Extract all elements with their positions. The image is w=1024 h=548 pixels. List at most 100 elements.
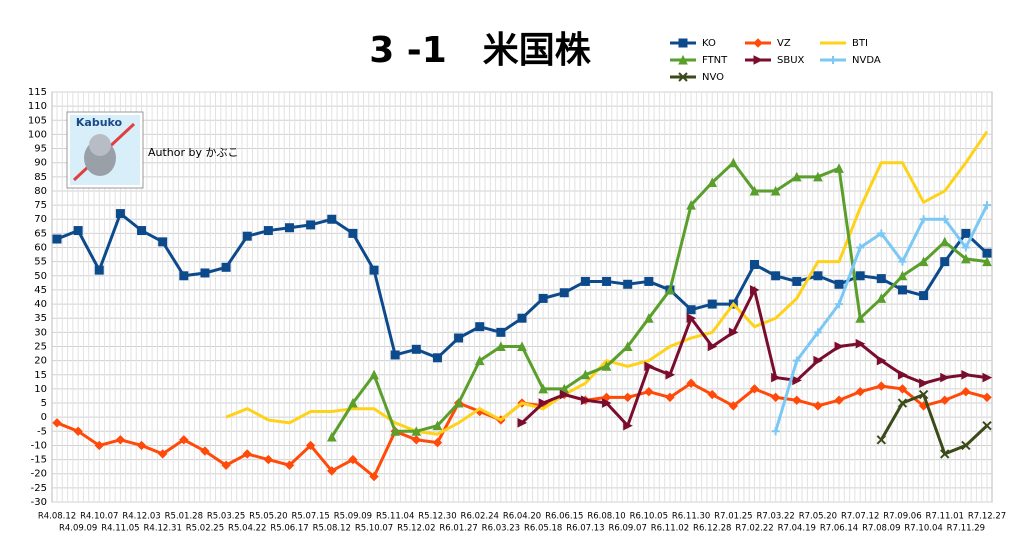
lines bbox=[52, 130, 993, 482]
marker bbox=[665, 284, 675, 295]
y-tick-label: 35 bbox=[34, 313, 47, 324]
marker bbox=[834, 395, 844, 405]
marker bbox=[369, 369, 379, 380]
marker bbox=[750, 259, 759, 269]
marker bbox=[538, 398, 549, 408]
logo-cat-head bbox=[89, 134, 111, 156]
marker bbox=[137, 226, 147, 236]
marker bbox=[115, 435, 126, 445]
marker bbox=[770, 392, 781, 403]
marker bbox=[622, 392, 633, 403]
legend: KO VZ BTI FTNT SBUX NVDA NVO bbox=[670, 38, 881, 83]
marker bbox=[580, 276, 590, 286]
marker bbox=[940, 395, 950, 405]
marker bbox=[940, 257, 950, 267]
marker bbox=[644, 276, 654, 286]
x-tick-label: R6.03.23 bbox=[482, 524, 520, 534]
x-tick-label: R6.12.28 bbox=[693, 524, 731, 534]
marker bbox=[940, 449, 950, 459]
y-tick-label: 80 bbox=[34, 186, 47, 197]
marker bbox=[855, 313, 865, 323]
marker bbox=[411, 435, 422, 445]
x-tick-label: R7.09.06 bbox=[883, 512, 921, 522]
marker bbox=[982, 392, 992, 403]
marker bbox=[876, 293, 887, 303]
x-tick-label: R5.05.20 bbox=[249, 512, 287, 522]
marker bbox=[157, 449, 168, 459]
marker bbox=[813, 401, 823, 411]
marker bbox=[432, 353, 442, 363]
y-tick-label: -15 bbox=[31, 455, 47, 466]
marker bbox=[411, 426, 422, 436]
marker bbox=[813, 328, 822, 337]
marker bbox=[939, 236, 950, 247]
x-tick-label: R7.10.04 bbox=[904, 524, 942, 534]
marker bbox=[707, 299, 717, 309]
marker bbox=[855, 387, 865, 397]
x-tick-label: R5.11.04 bbox=[376, 512, 414, 522]
marker bbox=[327, 214, 337, 224]
logo: Kabuko Author by かぶこ bbox=[66, 111, 239, 189]
y-tick-label: 75 bbox=[34, 200, 47, 211]
marker bbox=[961, 440, 971, 451]
y-tick-label: 50 bbox=[34, 271, 47, 282]
marker bbox=[961, 369, 971, 380]
marker bbox=[834, 279, 844, 289]
marker bbox=[813, 355, 824, 366]
marker bbox=[52, 234, 62, 244]
marker bbox=[644, 387, 654, 397]
marker bbox=[517, 313, 527, 323]
marker bbox=[454, 333, 464, 343]
marker bbox=[580, 395, 591, 406]
y-tick-label: -25 bbox=[31, 483, 47, 494]
x-tick-label: R5.12.30 bbox=[418, 512, 456, 522]
legend-label: NVO bbox=[702, 72, 724, 83]
marker bbox=[835, 300, 844, 309]
marker bbox=[348, 397, 358, 408]
marker bbox=[644, 361, 654, 372]
series bbox=[225, 130, 989, 436]
x-tick-label: R7.07.12 bbox=[841, 512, 879, 522]
marker bbox=[52, 418, 62, 428]
marker bbox=[602, 276, 612, 286]
marker bbox=[829, 56, 837, 64]
y-tick-label: 85 bbox=[34, 172, 47, 183]
marker bbox=[686, 199, 696, 210]
y-tick-label: 30 bbox=[34, 327, 47, 338]
marker bbox=[770, 185, 781, 196]
marker bbox=[897, 369, 908, 380]
marker bbox=[306, 220, 316, 230]
marker bbox=[369, 265, 379, 275]
x-tick-label: R6.11.02 bbox=[651, 524, 689, 534]
y-tick-label: 0 bbox=[41, 412, 47, 423]
marker bbox=[285, 223, 294, 233]
marker bbox=[136, 440, 147, 451]
marker bbox=[897, 285, 907, 295]
x-tick-label: R5.09.09 bbox=[334, 512, 372, 522]
marker bbox=[305, 440, 316, 451]
marker bbox=[327, 466, 337, 476]
marker bbox=[348, 228, 358, 238]
x-tick-label: R6.06.15 bbox=[545, 512, 583, 522]
series bbox=[326, 157, 992, 442]
x-tick-label: R7.06.14 bbox=[820, 524, 858, 534]
marker bbox=[601, 361, 612, 371]
legend-label: FTNT bbox=[702, 55, 728, 66]
y-tick-label: 10 bbox=[34, 384, 47, 395]
marker bbox=[665, 369, 676, 380]
x-tick-label: R4.09.09 bbox=[59, 524, 97, 534]
marker bbox=[369, 471, 379, 482]
marker bbox=[834, 163, 844, 173]
marker bbox=[961, 253, 971, 264]
series bbox=[52, 209, 992, 363]
marker bbox=[982, 372, 993, 383]
marker bbox=[538, 383, 548, 394]
y-tick-label: 45 bbox=[34, 285, 47, 296]
x-tick-label: R6.04.20 bbox=[503, 512, 541, 522]
marker bbox=[983, 201, 991, 210]
marker bbox=[559, 288, 569, 298]
marker bbox=[749, 185, 760, 196]
x-tick-label: R5.03.25 bbox=[207, 512, 245, 522]
marker bbox=[94, 265, 104, 275]
marker bbox=[284, 460, 295, 470]
